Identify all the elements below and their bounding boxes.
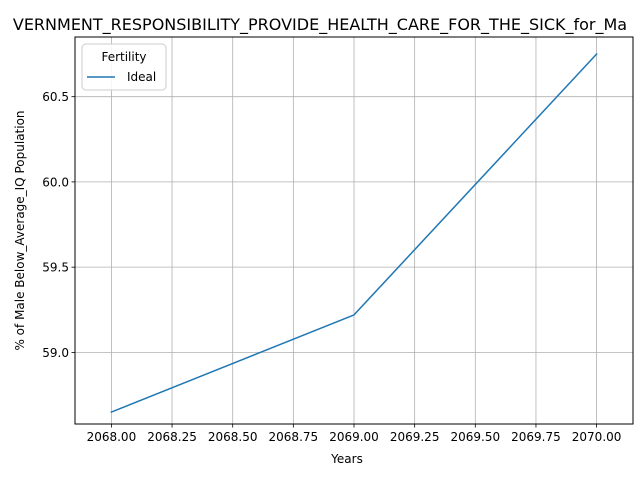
y-axis-label: % of Male Below_Average_IQ Population [13,110,27,350]
y-tick-label: 60.5 [42,90,69,104]
x-axis: 2068.00 2068.25 2068.50 2068.75 2069.00 2069.… [87,424,622,444]
series-line-ideal [110,52,598,414]
x-axis-label: Years [330,452,363,466]
y-tick-label: 60.0 [42,175,69,189]
x-tick-label: 2068.75 [269,430,319,444]
grid-lines [75,37,633,424]
x-tick-label: 2069.75 [511,430,561,444]
legend: Fertility Ideal [81,43,167,91]
x-tick-label: 2069.00 [329,430,379,444]
legend-box [81,43,167,91]
x-tick-label: 2068.25 [147,430,197,444]
x-tick-label: 2068.00 [87,430,137,444]
chart-title: VERNMENT_RESPONSIBILITY_PROVIDE_HEALTH_C… [13,15,627,35]
legend-title: Fertility [101,50,146,64]
y-tick-label: 59.0 [42,346,69,360]
legend-label-ideal: Ideal [127,70,156,84]
x-tick-label: 2070.00 [572,430,622,444]
x-tick-label: 2069.25 [390,430,440,444]
x-tick-label: 2068.50 [208,430,258,444]
x-tick-label: 2069.50 [450,430,500,444]
series-layer [110,52,598,414]
y-tick-label: 59.5 [42,261,69,275]
y-axis: 59.0 59.5 60.0 60.5 [42,90,75,360]
